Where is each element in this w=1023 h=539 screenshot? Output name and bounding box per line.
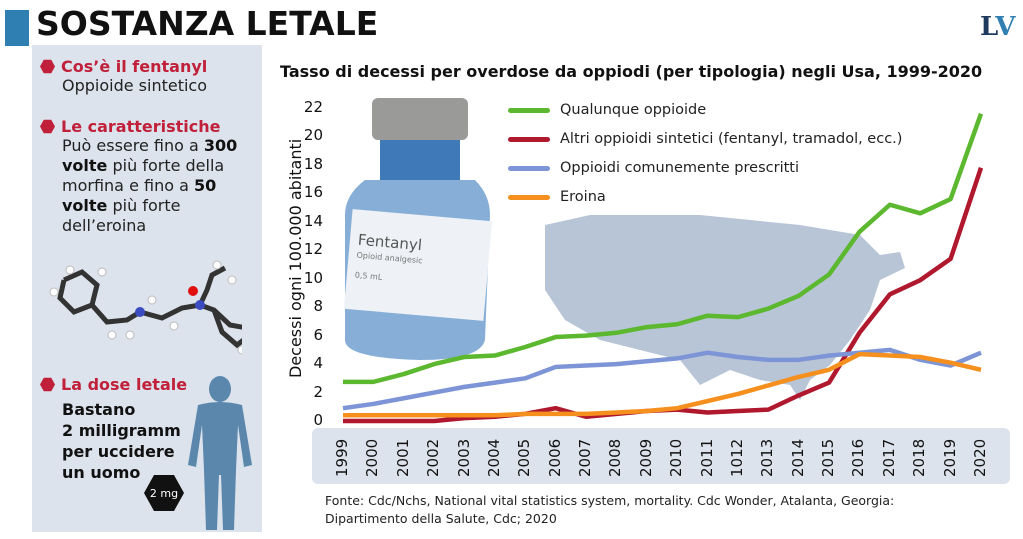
page-title: SOSTANZA LETALE — [36, 4, 379, 43]
legend-swatch — [508, 194, 550, 200]
vial-label-name: Fentanyl — [357, 231, 422, 255]
series-line-0 — [343, 112, 984, 385]
hexagon-bullet-icon — [40, 59, 55, 74]
dose-badge: 2 mg — [144, 475, 184, 511]
y-tick-label: 14 — [303, 211, 323, 230]
source-note: Fonte: Cdc/Nchs, National vital statisti… — [325, 493, 895, 526]
series-line-3 — [343, 351, 982, 418]
section-lethal-dose: La dose letale — [40, 375, 265, 394]
y-tick-label: 16 — [303, 183, 323, 202]
y-tick-label: 10 — [303, 268, 323, 287]
fentanyl-molecule-illustration — [49, 260, 242, 355]
lethal-dose-text: Bastano 2 milligramm per uccidere un uom… — [62, 400, 181, 482]
chart-title: Tasso di decessi per overdose da oppiodi… — [280, 62, 983, 81]
x-axis-band — [312, 428, 1010, 484]
legend-swatch — [508, 107, 550, 113]
y-tick-label: 20 — [303, 126, 323, 145]
legend-label: Eroina — [560, 189, 606, 205]
y-tick-label: 4 — [313, 354, 323, 373]
section-what-is: Cos’è il fentanyl Oppioide sintetico — [40, 57, 265, 96]
legend-label: Qualunque oppioide — [560, 102, 707, 118]
section-body: Oppioide sintetico — [62, 76, 208, 95]
legend-label: Altri oppioidi sintetici (fentanyl, tram… — [560, 131, 903, 147]
section-heading: Le caratteristiche — [61, 117, 221, 136]
y-tick-label: 12 — [303, 240, 323, 259]
section-heading: Cos’è il fentanyl — [61, 57, 208, 76]
section-heading: La dose letale — [61, 375, 188, 394]
fentanyl-vial-illustration: Fentanyl Opioid analgesic 0,5 mL — [343, 98, 493, 360]
section-characteristics: Le caratteristiche Può essere fino a 300… — [40, 117, 265, 236]
y-tick-label: 8 — [313, 297, 323, 316]
y-tick-label: 22 — [303, 98, 323, 116]
section-body: Può essere fino a 300 volte più forte de… — [62, 136, 238, 235]
usa-map-illustration — [545, 215, 905, 400]
legend-item: Eroina — [508, 189, 606, 205]
vial-label-volume: 0,5 mL — [354, 271, 383, 282]
series-line-1 — [343, 167, 984, 424]
legend-label: Oppioidi comunemente prescritti — [560, 160, 799, 176]
hexagon-bullet-icon — [40, 377, 55, 392]
info-sidebar: Cos’è il fentanyl Oppioide sintetico Le … — [32, 45, 262, 532]
logo: LV — [980, 12, 1016, 42]
y-tick-label: 0 — [313, 411, 323, 429]
legend-swatch — [508, 165, 550, 171]
y-tick-label: 2 — [313, 382, 323, 401]
hexagon-bullet-icon — [40, 119, 55, 134]
legend-swatch — [508, 136, 550, 142]
legend-item: Altri oppioidi sintetici (fentanyl, tram… — [508, 131, 902, 147]
series-line-2 — [342, 347, 982, 411]
human-silhouette-icon — [188, 376, 252, 530]
legend-item: Qualunque oppioide — [508, 102, 706, 118]
y-tick-label: 6 — [313, 325, 323, 344]
y-tick-label: 18 — [303, 154, 323, 173]
title-accent-bar — [5, 10, 29, 46]
legend-item: Oppioidi comunemente prescritti — [508, 160, 799, 176]
